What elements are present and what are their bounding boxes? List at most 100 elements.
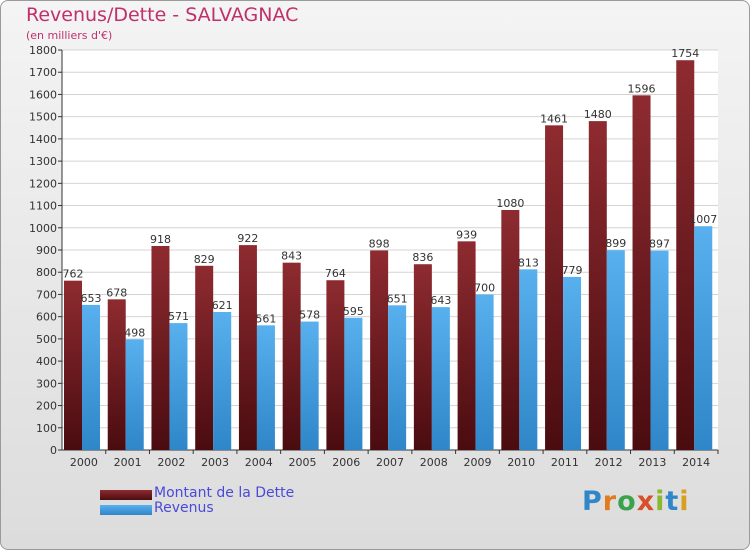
data-label-revenus: 578: [299, 309, 320, 322]
y-tick-label: 1300: [29, 155, 57, 168]
data-label-dette: 829: [194, 253, 215, 266]
y-tick-label: 1400: [29, 133, 57, 146]
data-label-dette: 898: [369, 237, 390, 250]
x-tick-label: 2007: [376, 456, 404, 469]
data-label-dette: 678: [106, 286, 127, 299]
bar-revenus: [650, 250, 669, 450]
y-tick-label: 200: [36, 400, 57, 413]
bar-dette: [282, 262, 301, 450]
logo-letter: t: [665, 486, 680, 517]
y-tick-label: 1100: [29, 200, 57, 213]
logo-letter: i: [655, 486, 666, 517]
data-label-dette: 762: [63, 268, 84, 281]
bar-revenus: [169, 323, 188, 450]
y-tick-label: 1600: [29, 88, 57, 101]
y-tick-label: 500: [36, 333, 57, 346]
bar-dette: [457, 241, 476, 450]
x-tick-label: 2004: [245, 456, 273, 469]
bar-dette: [370, 250, 389, 450]
logo-letter: i: [679, 486, 690, 517]
data-label-revenus: 700: [474, 281, 495, 294]
data-label-revenus: 779: [562, 264, 583, 277]
chart-title: Revenus/Dette - SALVAGNAC: [26, 4, 299, 26]
bar-revenus: [125, 339, 144, 450]
bar-dette: [151, 246, 170, 450]
x-tick-label: 2011: [551, 456, 579, 469]
x-tick-label: 2012: [595, 456, 623, 469]
data-label-dette: 1461: [540, 112, 568, 125]
x-tick-label: 2008: [420, 456, 448, 469]
data-label-revenus: 498: [124, 326, 145, 339]
bar-revenus: [431, 307, 450, 450]
bar-revenus: [606, 250, 625, 450]
y-tick-label: 1800: [29, 44, 57, 57]
data-label-dette: 939: [456, 228, 477, 241]
bar-dette: [413, 264, 432, 450]
x-tick-label: 2002: [157, 456, 185, 469]
bar-dette: [501, 210, 520, 450]
bar-dette: [238, 245, 257, 450]
data-label-dette: 918: [150, 233, 171, 246]
data-label-revenus: 813: [518, 256, 539, 269]
x-tick-label: 2003: [201, 456, 229, 469]
bar-dette: [326, 280, 345, 450]
data-label-revenus: 561: [255, 312, 276, 325]
bar-dette: [632, 95, 651, 450]
logo-letter: P: [582, 486, 603, 517]
data-label-dette: 1080: [496, 197, 524, 210]
data-label-revenus: 653: [81, 292, 102, 305]
data-label-revenus: 651: [387, 292, 408, 305]
x-tick-label: 2000: [70, 456, 98, 469]
x-tick-label: 2006: [332, 456, 360, 469]
bar-dette: [588, 121, 607, 450]
y-tick-label: 100: [36, 422, 57, 435]
data-label-revenus: 897: [649, 238, 670, 251]
data-label-dette: 836: [412, 251, 433, 264]
y-tick-label: 600: [36, 311, 57, 324]
data-label-revenus: 643: [430, 294, 451, 307]
y-tick-label: 400: [36, 355, 57, 368]
bar-revenus: [300, 321, 319, 450]
data-label-dette: 1480: [584, 108, 612, 121]
legend-swatch-dette: [100, 490, 152, 500]
bar-revenus: [563, 276, 582, 450]
bar-revenus: [344, 317, 363, 450]
bar-revenus: [82, 304, 100, 450]
bar-revenus: [475, 294, 494, 450]
x-tick-label: 2009: [463, 456, 491, 469]
data-label-dette: 1754: [671, 47, 699, 60]
data-label-revenus: 621: [212, 299, 233, 312]
y-tick-label: 300: [36, 377, 57, 390]
data-label-revenus: 571: [168, 310, 189, 323]
bar-dette: [676, 60, 695, 450]
bar-dette: [107, 299, 126, 450]
y-tick-label: 700: [36, 288, 57, 301]
data-label-dette: 764: [325, 267, 346, 280]
bar-revenus: [694, 226, 713, 450]
data-label-revenus: 1007: [689, 213, 717, 226]
x-tick-label: 2005: [289, 456, 317, 469]
bar-dette: [64, 280, 82, 450]
legend-swatch-revenus: [100, 505, 152, 515]
x-tick-label: 2013: [638, 456, 666, 469]
logo-letter: r: [602, 486, 618, 517]
legend-label-revenus: Revenus: [154, 500, 214, 516]
chart-subtitle: (en milliers d'€): [26, 29, 113, 42]
bar-revenus: [256, 325, 275, 450]
y-tick-label: 1200: [29, 177, 57, 190]
data-label-dette: 1596: [628, 82, 656, 95]
bar-dette: [545, 125, 564, 450]
bar-revenus: [213, 312, 232, 450]
bar-dette: [195, 265, 214, 450]
logo-letter: x: [636, 486, 656, 517]
data-label-dette: 922: [237, 232, 258, 245]
data-label-revenus: 899: [605, 237, 626, 250]
y-tick-label: 0: [50, 444, 57, 457]
y-tick-label: 900: [36, 244, 57, 257]
logo-letter: o: [617, 486, 637, 517]
bar-revenus: [519, 269, 538, 450]
bar-revenus: [388, 305, 407, 450]
y-tick-label: 1000: [29, 222, 57, 235]
y-tick-label: 1500: [29, 111, 57, 124]
